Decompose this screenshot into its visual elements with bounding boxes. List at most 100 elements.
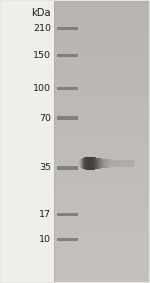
Bar — [104, 159, 105, 168]
Bar — [97, 158, 98, 169]
Bar — [54, 13, 149, 14]
Bar — [54, 57, 149, 58]
Bar — [54, 110, 149, 111]
Bar — [110, 160, 111, 168]
Bar — [54, 258, 149, 259]
Bar — [54, 34, 149, 35]
Bar — [54, 39, 149, 40]
Bar — [54, 228, 149, 229]
Bar — [91, 157, 92, 170]
Bar — [54, 239, 149, 240]
Bar — [54, 40, 149, 41]
Bar — [54, 185, 149, 186]
Bar — [54, 55, 149, 56]
Bar — [127, 160, 128, 167]
Bar — [54, 160, 149, 161]
Bar — [54, 18, 149, 20]
Bar — [54, 15, 149, 16]
Bar — [54, 195, 149, 196]
Bar — [54, 142, 149, 143]
Bar — [54, 32, 149, 33]
Bar — [54, 67, 149, 68]
Bar — [54, 138, 149, 139]
Bar — [54, 97, 149, 98]
Bar — [129, 160, 130, 167]
Bar — [54, 215, 149, 216]
Bar — [88, 157, 89, 170]
Bar — [54, 192, 149, 193]
Bar — [54, 121, 149, 122]
Bar — [54, 11, 149, 12]
Bar — [54, 70, 149, 71]
Bar — [54, 221, 149, 222]
Bar — [54, 111, 149, 112]
Bar — [54, 125, 149, 126]
Bar — [54, 129, 149, 130]
Bar — [54, 49, 149, 50]
Bar — [54, 79, 149, 80]
Bar — [54, 275, 149, 276]
Bar — [54, 170, 149, 171]
Bar — [54, 42, 149, 43]
Bar — [54, 152, 149, 153]
Bar — [54, 227, 149, 228]
Bar — [54, 206, 149, 207]
Bar — [54, 198, 149, 199]
Bar — [93, 157, 94, 170]
Bar — [54, 112, 149, 113]
Bar — [57, 238, 78, 241]
Bar — [54, 276, 149, 277]
Bar — [83, 158, 84, 169]
Bar — [126, 160, 127, 167]
Bar — [54, 29, 149, 30]
Bar — [54, 179, 149, 180]
Bar — [54, 25, 149, 26]
Bar — [54, 144, 149, 145]
Bar — [54, 30, 149, 31]
Bar — [54, 281, 149, 282]
Bar — [92, 157, 93, 170]
Bar — [54, 181, 149, 182]
Bar — [54, 37, 149, 38]
Bar — [101, 158, 102, 168]
Bar — [54, 73, 149, 74]
Bar — [54, 194, 149, 195]
Bar — [54, 134, 149, 135]
Bar — [54, 120, 149, 121]
Bar — [54, 259, 149, 260]
Bar — [96, 158, 97, 169]
Bar — [112, 160, 113, 167]
Bar — [54, 20, 149, 21]
Bar — [100, 158, 101, 169]
Bar — [54, 130, 149, 131]
Bar — [54, 175, 149, 176]
Bar — [54, 225, 149, 226]
Bar — [54, 269, 149, 270]
Bar — [54, 238, 149, 239]
Bar — [54, 156, 149, 157]
Bar — [54, 88, 149, 89]
Bar — [54, 8, 149, 9]
Bar — [54, 26, 149, 27]
Bar — [54, 115, 149, 116]
Bar — [54, 24, 149, 25]
Bar — [54, 131, 149, 132]
Bar — [54, 197, 149, 198]
Bar — [54, 108, 149, 109]
Bar — [54, 116, 149, 117]
Bar — [54, 222, 149, 223]
Bar — [98, 158, 99, 169]
Bar — [54, 237, 149, 238]
Bar — [54, 190, 149, 191]
Bar — [54, 204, 149, 205]
Bar — [54, 80, 149, 82]
Bar — [54, 229, 149, 230]
Bar — [54, 161, 149, 162]
Bar — [54, 56, 149, 57]
Bar — [54, 235, 149, 236]
Bar — [54, 17, 149, 18]
Bar — [54, 200, 149, 201]
Bar — [54, 163, 149, 164]
Bar — [54, 216, 149, 218]
Bar — [99, 158, 100, 169]
